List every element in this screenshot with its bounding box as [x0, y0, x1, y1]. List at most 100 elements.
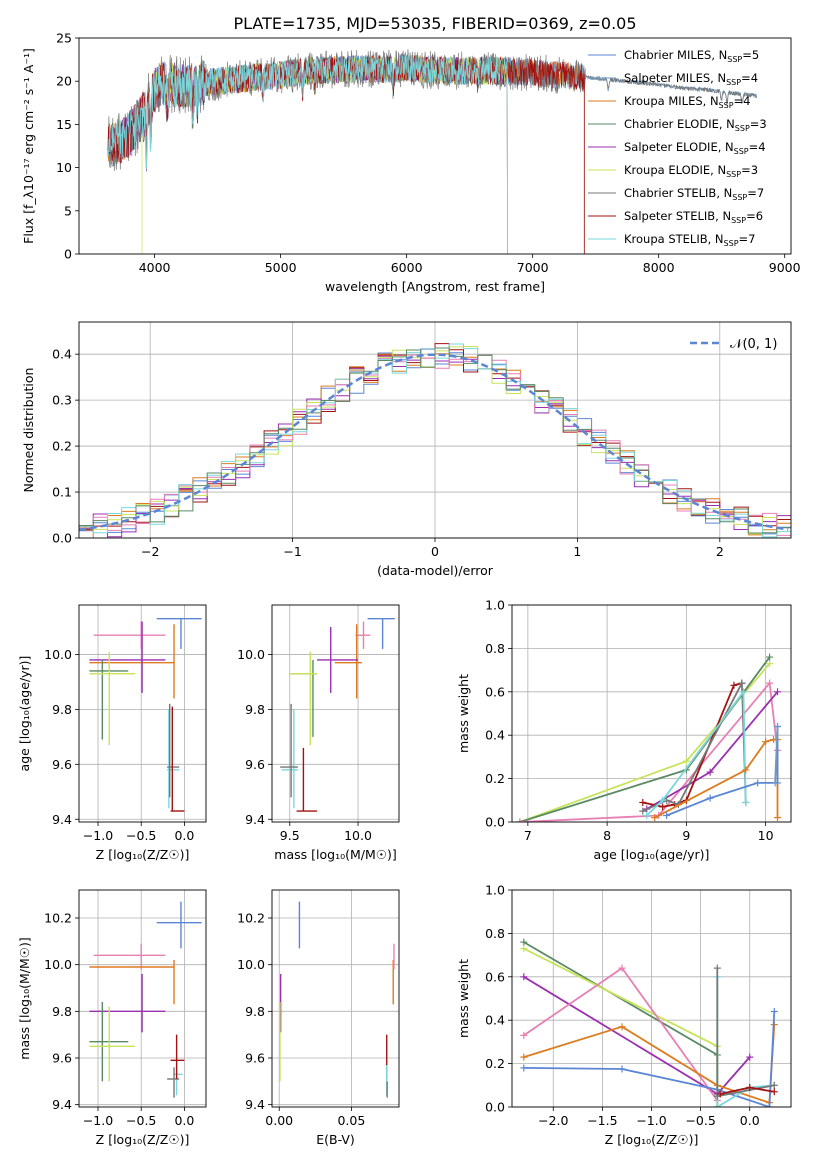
y-tick-label: 0.0 — [52, 531, 72, 546]
y-tick-label: 20 — [56, 74, 72, 89]
x-tick-label: 7000 — [517, 260, 549, 275]
data-marker — [766, 679, 774, 687]
data-marker — [659, 803, 667, 811]
y-tick-label: 0.6 — [485, 684, 505, 699]
x-axis-label: age [log₁₀(age/yr)] — [594, 847, 710, 862]
data-marker — [766, 653, 774, 661]
x-tick-label: 1 — [573, 544, 581, 559]
x-tick-label: 9000 — [769, 260, 801, 275]
residuals-panel: −2 −1 0 1 2 0.0 0.1 0.2 0.3 0.4 (data-model)/error… — [21, 321, 792, 578]
legend-label: Chabrier STELIB, NSSP=7 — [624, 186, 764, 202]
normal-curve — [79, 353, 789, 532]
x-tick-label: 0.0 — [174, 828, 194, 843]
x-tick-label: 9 — [682, 828, 690, 843]
legend-subscript: SSP — [719, 101, 734, 110]
data-marker — [771, 779, 779, 787]
errorbar-point — [156, 901, 202, 949]
plot-area — [89, 618, 202, 812]
plot-area — [516, 653, 782, 822]
data-marker — [520, 945, 528, 953]
data-marker — [520, 1053, 528, 1061]
data-marker — [706, 794, 714, 802]
legend-label: 𝒩(0, 1) — [730, 337, 777, 352]
data-marker — [770, 1008, 778, 1016]
legend-label: Chabrier MILES, NSSP=5 — [624, 48, 759, 64]
data-marker — [774, 723, 782, 731]
mass-vs-metallicity-panel: −1.0 −0.5 0.0 9.4 9.6 9.8 10.0 10.2 Z [log₁₀(Z/Z… — [17, 889, 207, 1147]
legend-suffix: =4 — [741, 71, 758, 85]
legend-subscript: SSP — [732, 193, 747, 202]
y-tick-label: 9.6 — [245, 1051, 265, 1066]
x-tick-label: 7 — [524, 828, 532, 843]
y-tick-label: 0.3 — [52, 393, 72, 408]
errorbar-point — [89, 960, 175, 1005]
x-tick-label: 0.0 — [740, 1113, 760, 1128]
y-tick-label: 9.6 — [52, 757, 72, 772]
data-marker — [739, 688, 747, 696]
errorbar-point — [280, 703, 298, 798]
x-tick-label: −1.0 — [83, 828, 113, 843]
y-tick-label: 0.4 — [485, 728, 505, 743]
errorbar-point — [156, 618, 202, 649]
x-axis-label: Z [log₁₀(Z/Z☉)] — [605, 1132, 699, 1147]
x-tick-label: −2.0 — [538, 1113, 568, 1128]
y-tick-label: 0.1 — [52, 485, 72, 500]
legend-label: Salpeter MILES, NSSP=4 — [624, 71, 758, 87]
y-axis-label: Normed distribution — [21, 368, 36, 493]
data-marker — [774, 688, 782, 696]
data-marker — [746, 1053, 754, 1061]
errorbar-point — [281, 709, 298, 809]
data-marker — [663, 811, 671, 819]
axes-frame — [271, 889, 400, 1108]
series-line — [642, 682, 743, 808]
y-tick-label: 0.8 — [485, 926, 505, 941]
plot-area — [89, 901, 202, 1098]
x-tick-label: 0.0 — [174, 1113, 194, 1128]
y-axis-label: age [log₁₀(age/yr)] — [17, 656, 32, 772]
data-marker — [770, 1081, 778, 1089]
legend-suffix: =7 — [747, 186, 764, 200]
errorbar-point — [89, 651, 136, 746]
y-tick-label: 0.6 — [485, 969, 505, 984]
legend-suffix: =6 — [746, 209, 763, 223]
data-marker — [746, 1083, 754, 1091]
errorbar-point — [89, 624, 175, 699]
y-tick-label: 9.8 — [245, 1004, 265, 1019]
massweight-vs-metallicity-panel: −2.0 −1.5 −1.0 −0.5 0.0 0.0 0.2 0.4 0.6 0.8 1.0 Z [… — [456, 883, 792, 1147]
errorbar-point — [289, 651, 318, 746]
y-tick-label: 0.4 — [485, 1013, 505, 1028]
y-tick-label: 0.2 — [485, 771, 505, 786]
y-tick-label: 9.4 — [245, 812, 265, 827]
y-tick-label: 10.0 — [44, 647, 72, 662]
spectrum-panel: 4000 5000 6000 7000 8000 9000 0 5 10 15 20 25 wavele… — [21, 31, 801, 295]
data-marker — [520, 1064, 528, 1072]
data-marker — [774, 814, 782, 822]
x-axis-label: Z [log₁₀(Z/Z☉)] — [96, 847, 190, 862]
data-marker — [639, 798, 647, 806]
data-marker — [742, 766, 750, 774]
errorbar-point — [317, 626, 359, 693]
x-tick-label: 0 — [431, 544, 439, 559]
y-tick-label: 9.4 — [52, 1097, 72, 1112]
y-tick-label: 9.4 — [52, 812, 72, 827]
errorbar-point — [167, 709, 180, 809]
x-axis-label: (data-model)/error — [377, 563, 494, 578]
x-axis-label: Z [log₁₀(Z/Z☉)] — [96, 1132, 190, 1147]
x-tick-label: −0.5 — [685, 1113, 715, 1128]
y-axis-label: mass weight — [456, 959, 471, 1038]
x-tick-label: −0.5 — [126, 828, 156, 843]
data-marker — [520, 1031, 528, 1039]
errorbar-point — [93, 943, 166, 970]
errorbar-point — [89, 621, 166, 693]
axes-frame — [78, 604, 207, 823]
y-tick-label: 10.0 — [44, 957, 72, 972]
data-marker — [651, 814, 659, 822]
plot-area — [280, 618, 395, 812]
y-tick-label: 15 — [56, 117, 72, 132]
data-marker — [682, 757, 690, 765]
data-marker — [730, 681, 738, 689]
y-tick-label: 0.4 — [52, 347, 72, 362]
y-axis-label: mass [log₁₀(M/M☉)] — [17, 937, 32, 1059]
legend-label: Kroupa MILES, NSSP=4 — [624, 94, 750, 110]
series-line — [519, 682, 779, 822]
